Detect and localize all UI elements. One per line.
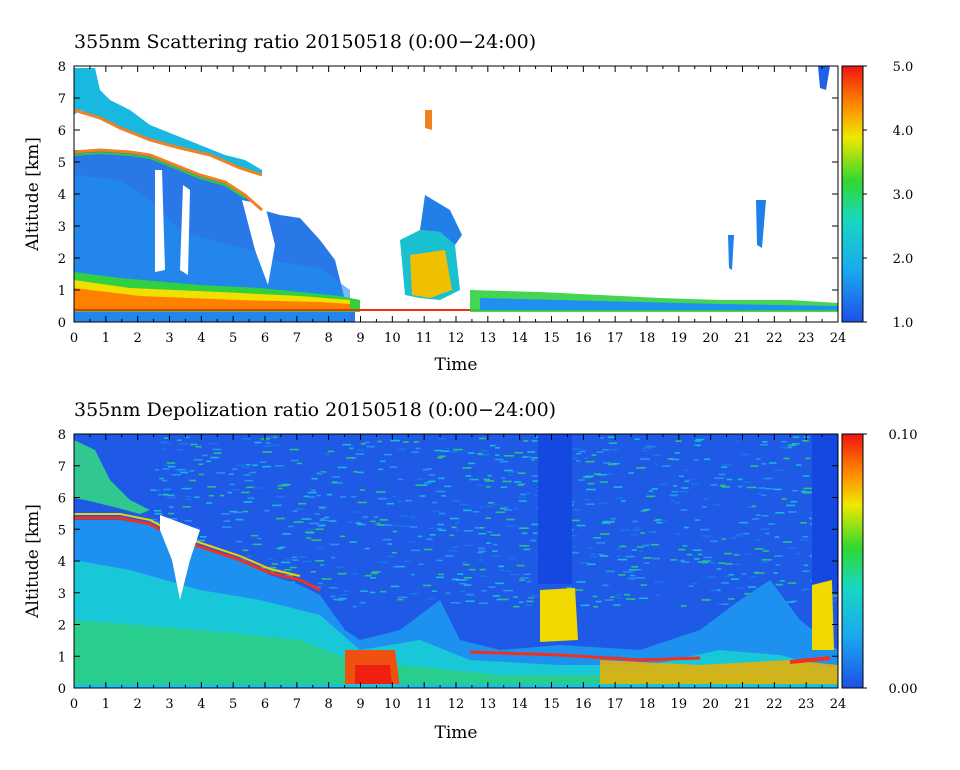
x-tick-label: 9 [356,697,364,712]
x-axis-label: Time [435,355,478,375]
y-axis-label: Altitude [km] [23,137,43,252]
x-tick-label: 20 [702,331,719,346]
x-tick-label: 15 [543,697,560,712]
chart-title: 355nm Scattering ratio 20150518 (0:00−24… [74,31,536,53]
y-tick-label: 0 [58,682,66,697]
y-axis-label: Altitude [km] [23,504,43,619]
x-tick-label: 14 [511,331,528,346]
x-tick-label: 11 [416,697,433,712]
x-tick-label: 7 [293,697,301,712]
colorbar-tick-label: 2.0 [893,252,914,267]
x-tick-label: 24 [830,331,847,346]
x-tick-label: 12 [448,697,465,712]
x-tick-label: 19 [671,331,688,346]
x-tick-label: 6 [261,697,269,712]
colorbar-tick-label: 1.0 [893,316,914,331]
x-tick-label: 13 [480,697,497,712]
x-tick-label: 19 [671,697,688,712]
x-tick-label: 16 [575,331,592,346]
x-tick-label: 22 [766,697,783,712]
x-tick-label: 0 [70,697,78,712]
scattering-ratio-panel: 355nm Scattering ratio 20150518 (0:00−24… [23,31,913,375]
x-tick-label: 11 [416,331,433,346]
chart-title: 355nm Depolization ratio 20150518 (0:00−… [74,399,556,421]
y-tick-label: 8 [58,428,66,443]
x-tick-label: 10 [384,331,401,346]
x-tick-label: 18 [639,331,656,346]
x-tick-label: 2 [134,331,142,346]
x-tick-label: 18 [639,697,656,712]
y-tick-label: 0 [58,316,66,331]
x-tick-label: 13 [480,331,497,346]
x-tick-label: 5 [229,697,237,712]
x-tick-label: 17 [607,697,624,712]
x-tick-label: 21 [734,697,751,712]
x-tick-label: 14 [511,697,528,712]
x-tick-label: 6 [261,331,269,346]
y-tick-label: 2 [58,252,66,267]
x-tick-label: 23 [798,697,815,712]
colorbar-tick-labels: 1.0 2.0 3.0 4.0 5.0 [863,60,913,331]
depolarization-ratio-panel: 355nm Depolization ratio 20150518 (0:00−… [23,399,917,743]
y-tick-label: 5 [58,523,66,538]
x-tick-label: 1 [102,331,110,346]
y-tick-labels: 0 1 2 3 4 5 6 7 8 [58,428,838,697]
y-tick-label: 2 [58,619,66,634]
x-tick-label: 4 [197,331,205,346]
x-tick-label: 17 [607,331,624,346]
x-tick-label: 1 [102,697,110,712]
y-tick-label: 7 [58,460,66,475]
y-tick-label: 5 [58,156,66,171]
x-tick-label: 20 [702,697,719,712]
y-tick-label: 7 [58,92,66,107]
x-tick-label: 12 [448,331,465,346]
y-tick-label: 3 [58,587,66,602]
x-tick-label: 7 [293,331,301,346]
x-tick-label: 9 [356,331,364,346]
depolarization-heatmap [74,434,838,688]
y-tick-label: 6 [58,124,66,139]
x-tick-label: 8 [325,697,333,712]
x-tick-label: 10 [384,697,401,712]
colorbar-tick-label: 0.10 [889,428,918,443]
x-tick-label: 23 [798,331,815,346]
y-tick-label: 6 [58,492,66,507]
scattering-heatmap [74,66,838,322]
x-tick-label: 15 [543,331,560,346]
x-tick-label: 16 [575,697,592,712]
x-tick-label: 3 [165,697,173,712]
colorbar-tick-labels: 0.00 0.10 [863,428,917,697]
y-tick-labels: 0 1 2 3 4 5 6 7 8 [58,60,838,331]
x-tick-label: 22 [766,331,783,346]
y-tick-label: 4 [58,188,66,203]
x-axis-label: Time [435,723,478,743]
x-tick-labels: 0 1 2 3 4 5 6 7 8 9 10 11 12 13 14 15 16 17 18 19 20 21 22 23 24 [70,434,846,712]
x-tick-label: 0 [70,331,78,346]
y-tick-label: 3 [58,220,66,235]
y-tick-label: 8 [58,60,66,75]
x-tick-label: 24 [830,697,847,712]
colorbar-tick-label: 5.0 [893,60,914,75]
colorbar-tick-label: 4.0 [893,124,914,139]
x-tick-label: 2 [134,697,142,712]
colorbar-tick-label: 3.0 [893,188,914,203]
x-tick-label: 4 [197,697,205,712]
y-tick-label: 4 [58,555,66,570]
colorbar-tick-label: 0.00 [889,682,918,697]
colorbar [841,65,864,323]
x-tick-labels: 0 1 2 3 4 5 6 7 8 9 10 11 12 13 14 15 16 17 18 19 20 21 22 23 24 [70,66,846,346]
x-tick-label: 3 [165,331,173,346]
y-tick-label: 1 [58,284,66,299]
x-tick-label: 21 [734,331,751,346]
x-tick-label: 5 [229,331,237,346]
colorbar [841,433,864,689]
y-tick-label: 1 [58,650,66,665]
x-tick-label: 8 [325,331,333,346]
